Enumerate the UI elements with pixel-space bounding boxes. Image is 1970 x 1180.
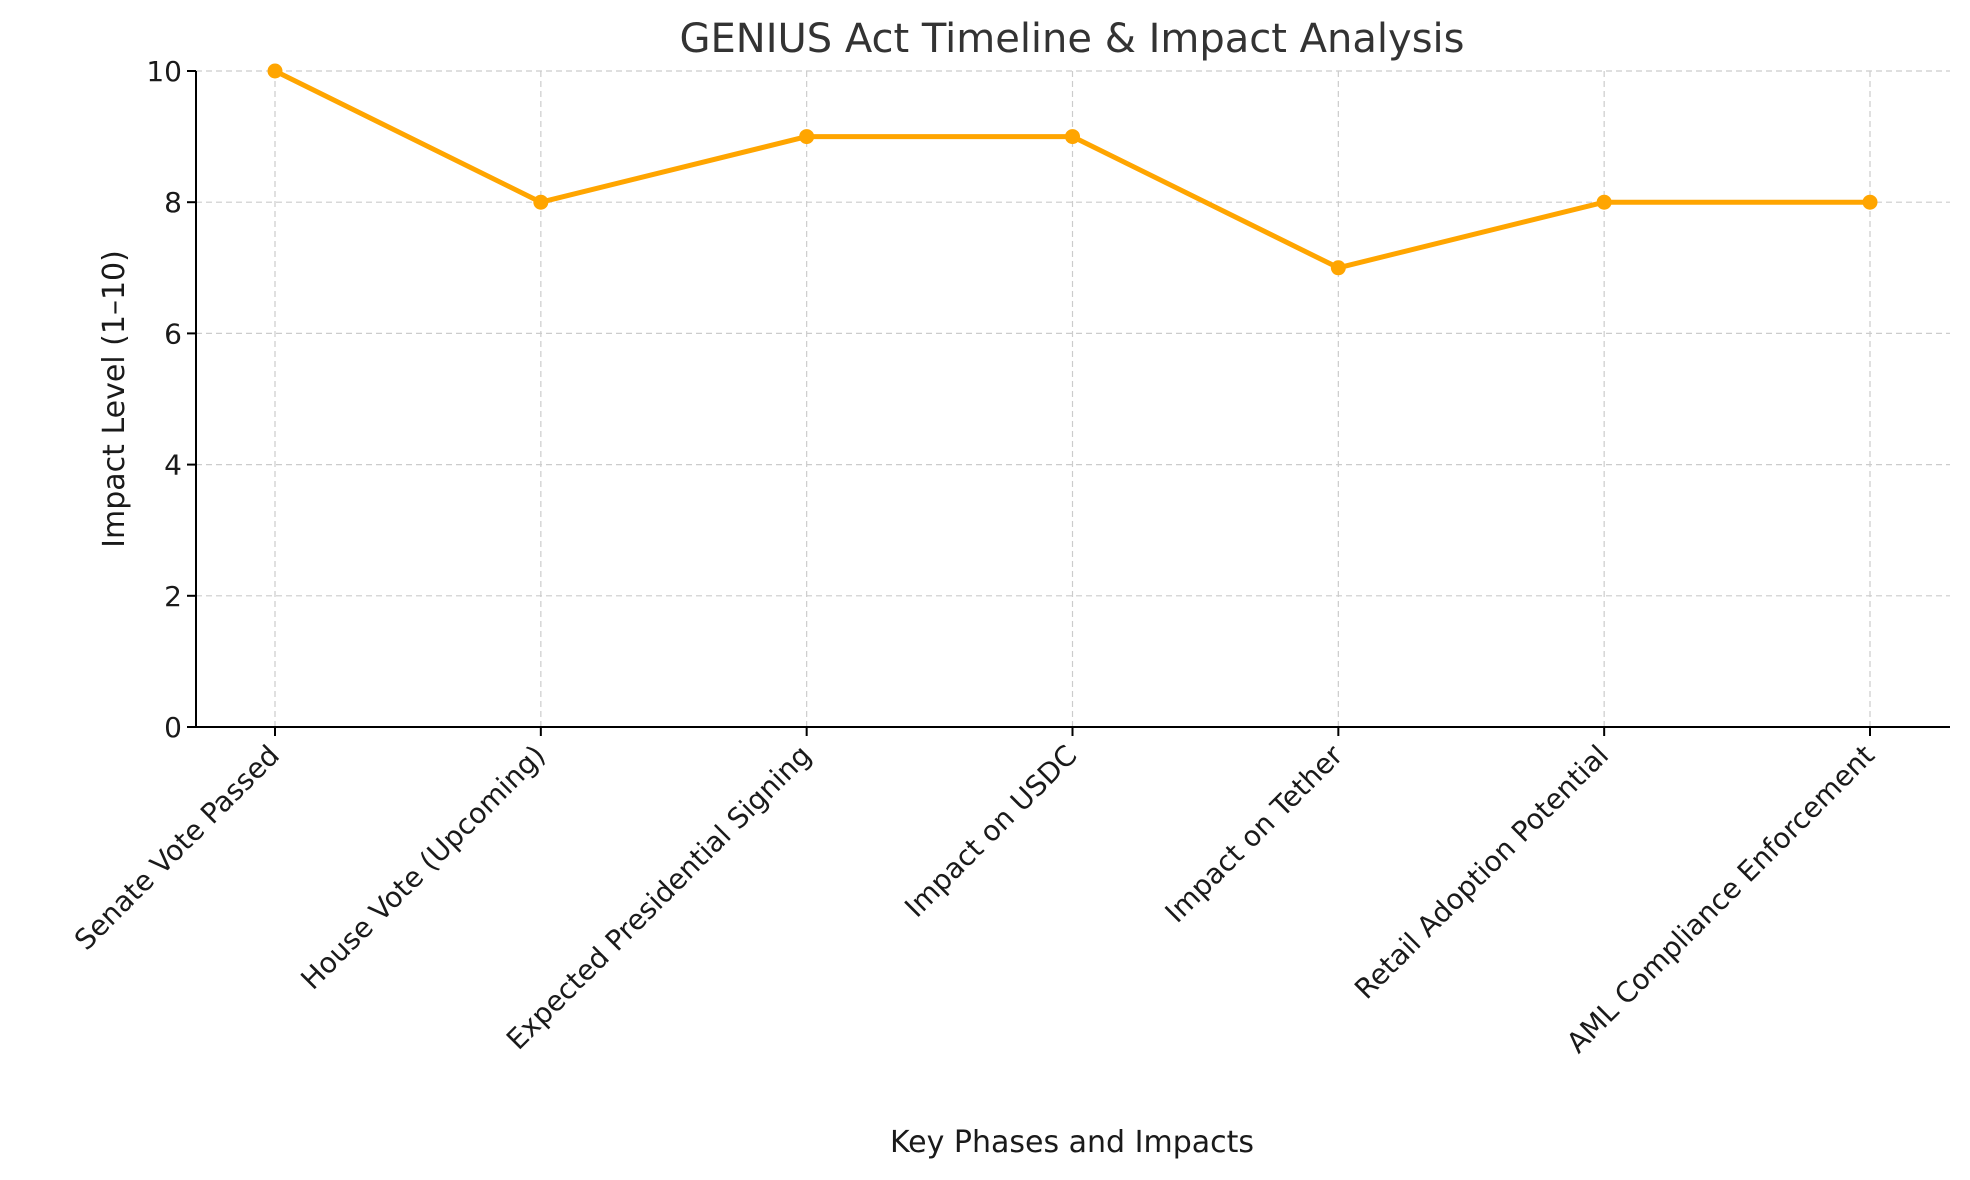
data-point-0 <box>267 63 283 79</box>
x-tick-label-6: AML Compliance Enforcement <box>1560 739 1881 1060</box>
y-ticks: 0 2 4 6 8 10 <box>146 55 196 744</box>
y-axis-label: Impact Level (1–10) <box>97 250 132 548</box>
y-tick-label-5: 10 <box>146 55 182 88</box>
data-point-1 <box>533 194 549 210</box>
axes <box>195 71 1950 728</box>
chart-title: GENIUS Act Timeline & Impact Analysis <box>680 16 1465 62</box>
y-tick-label-4: 8 <box>164 186 182 219</box>
data-point-2 <box>799 129 815 145</box>
grid-lines <box>196 70 1950 727</box>
data-point-3 <box>1065 129 1080 145</box>
x-tick-label-4: Impact on Tether <box>1159 738 1350 929</box>
data-point-5 <box>1596 194 1612 210</box>
x-tick-label-2: Expected Presidential Signing <box>500 739 818 1057</box>
y-tick-label-0: 0 <box>164 711 182 744</box>
x-tick-label-1: House Vote (Upcoming) <box>294 739 551 996</box>
y-tick-label-2: 4 <box>164 449 182 482</box>
series <box>267 63 1878 276</box>
x-ticks: Senate Vote Passed House Vote (Upcoming)E… <box>68 727 1881 1059</box>
series-line <box>272 68 1873 271</box>
y-tick-label-3: 6 <box>164 317 182 350</box>
x-tick-label-0: Senate Vote Passed <box>68 739 286 957</box>
x-axis-label: Key Phases and Impacts <box>890 1125 1254 1160</box>
data-point-6 <box>1862 194 1878 210</box>
y-tick-label-1: 2 <box>164 580 182 613</box>
x-tick-label-3: Impact on USDC <box>898 739 1083 924</box>
x-tick-label-5: Retail Adoption Potential <box>1348 739 1615 1006</box>
data-point-4 <box>1330 260 1346 276</box>
